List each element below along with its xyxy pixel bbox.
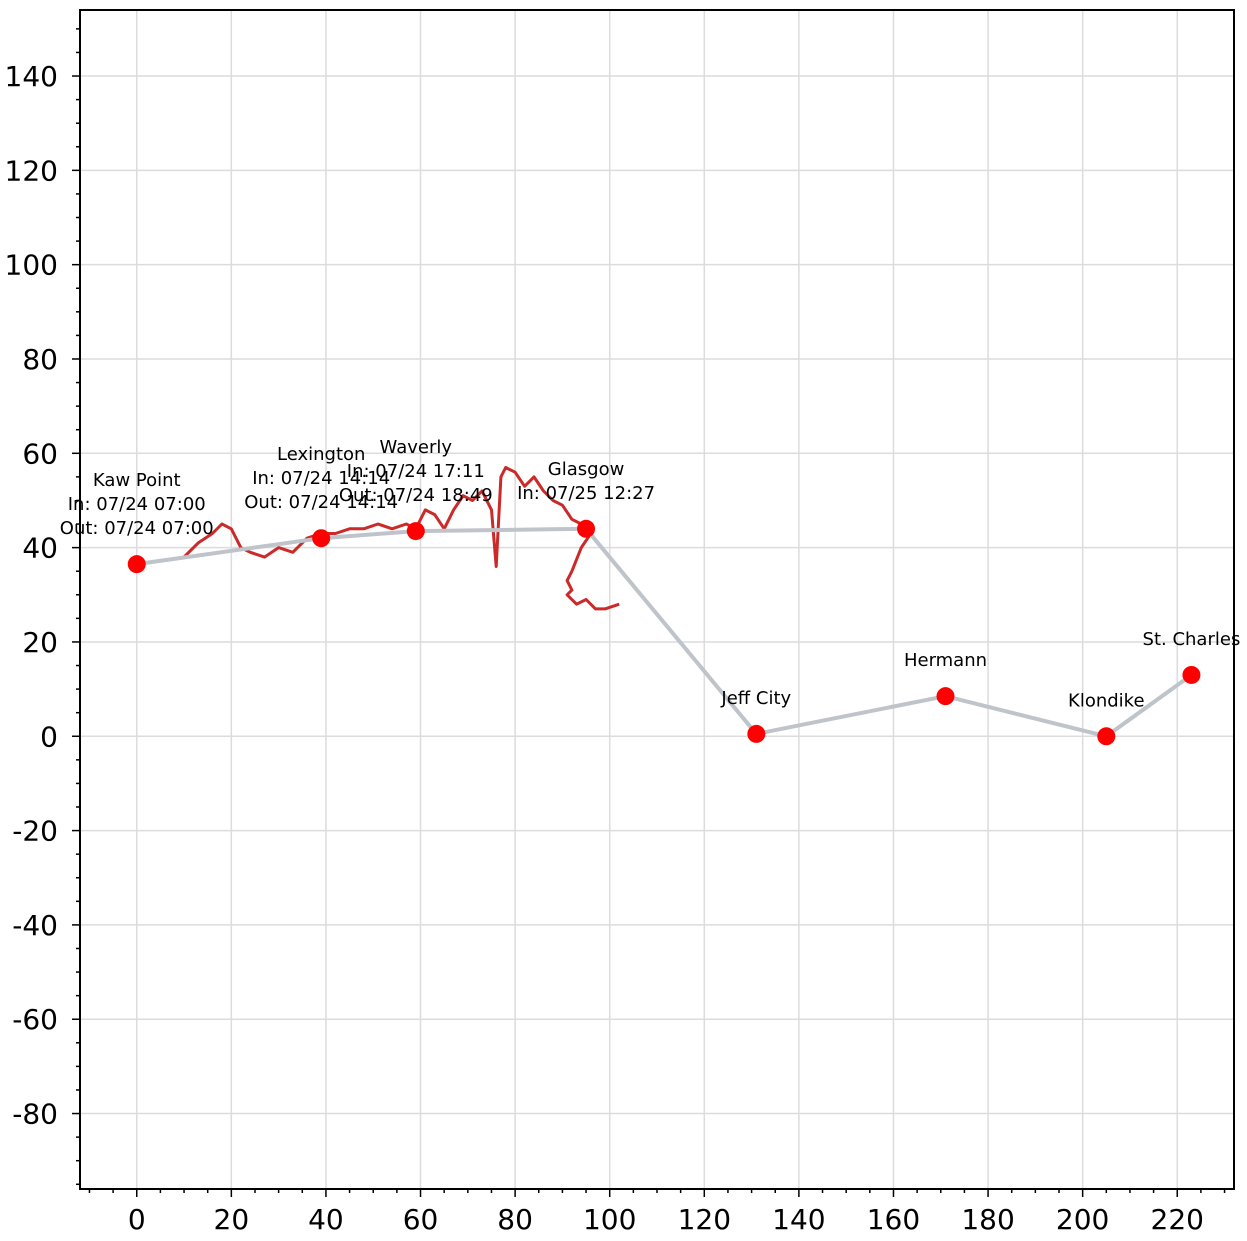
point-label-line: Out: 07/24 14:14 — [244, 492, 398, 513]
river-trace — [182, 466, 620, 611]
route-point — [747, 724, 766, 743]
y-tick-label: -20 — [12, 815, 58, 848]
point-label-line: Kaw Point — [93, 470, 181, 491]
y-tick-label: -80 — [12, 1098, 58, 1131]
point-label-line: Hermann — [904, 650, 987, 671]
route-point — [936, 687, 955, 706]
point-label-line: Out: 07/24 18:49 — [339, 485, 493, 506]
route-point — [1182, 665, 1201, 684]
route-points — [127, 519, 1201, 746]
y-tick-label: 0 — [40, 720, 58, 753]
river-path — [182, 466, 620, 611]
x-tick-label: 120 — [678, 1203, 731, 1236]
x-tick-label: 100 — [583, 1203, 636, 1236]
point-label-line: St. Charles — [1143, 629, 1241, 650]
y-tick-label: 20 — [22, 626, 58, 659]
route-point — [312, 529, 331, 548]
x-tick-label: 0 — [128, 1203, 146, 1236]
x-tick-label: 20 — [214, 1203, 250, 1236]
x-tick-label: 200 — [1056, 1203, 1109, 1236]
y-tick-label: 80 — [22, 343, 58, 376]
point-labels: Kaw Point In: 07/24 07:00 Out: 07/24 07:00… — [60, 437, 1241, 711]
y-tick-label: -60 — [12, 1003, 58, 1036]
y-tick-label: 100 — [5, 249, 58, 282]
point-label-line: Jeff City — [720, 688, 791, 709]
x-tick-label: 140 — [772, 1203, 825, 1236]
point-label-line: In: 07/24 14:14 — [252, 468, 390, 489]
x-tick-label: 160 — [867, 1203, 920, 1236]
point-label-line: Klondike — [1068, 690, 1145, 711]
point-label-line: In: 07/25 12:27 — [517, 483, 655, 504]
route-point — [1097, 727, 1116, 746]
route-point — [406, 522, 425, 541]
route-point — [127, 555, 146, 574]
plot-frame — [79, 9, 1235, 1190]
route-polyline — [136, 526, 1193, 739]
point-label-line: In: 07/24 17:11 — [347, 461, 485, 482]
route-line — [136, 526, 1193, 739]
x-tick-label: 180 — [961, 1203, 1014, 1236]
x-tick-label: 40 — [308, 1203, 344, 1236]
x-tick-label: 80 — [497, 1203, 533, 1236]
y-tick-label: 120 — [5, 154, 58, 187]
point-label-line: Glasgow — [548, 459, 625, 480]
y-tick-label: 140 — [5, 60, 58, 93]
point-label-line: Out: 07/24 07:00 — [60, 518, 214, 539]
y-tick-label: 60 — [22, 437, 58, 470]
axes: 0 20 40 60 80 100 120 140 160 180 200 220-80-60-40-… — [5, 9, 1235, 1236]
x-tick-label: 220 — [1151, 1203, 1204, 1236]
x-tick-label: 60 — [403, 1203, 439, 1236]
point-label-line: Waverly — [380, 437, 453, 458]
y-tick-label: -40 — [12, 909, 58, 942]
point-label-line: In: 07/24 07:00 — [68, 494, 206, 515]
route-point — [577, 519, 596, 538]
point-label-line: Lexington — [277, 444, 365, 465]
grid-lines — [80, 10, 1234, 1189]
y-tick-label: 40 — [22, 532, 58, 565]
